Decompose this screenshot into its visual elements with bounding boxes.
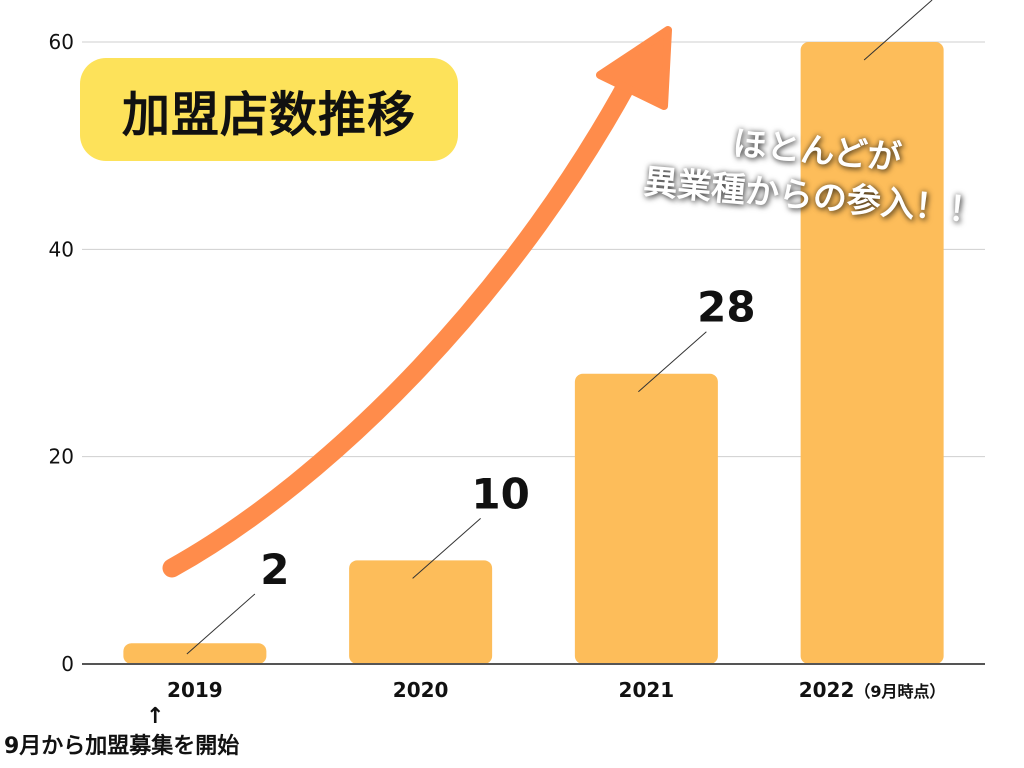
title-box: 加盟店数推移 (80, 58, 458, 161)
y-tick-label: 0 (61, 652, 74, 676)
y-tick-label: 40 (49, 237, 74, 261)
leader-lines (186, 0, 933, 655)
trend-arrow (162, 26, 672, 578)
bar (123, 643, 267, 664)
x-tick-label: 2021 (619, 678, 675, 702)
data-label: 10 (471, 469, 529, 518)
leader-line (412, 517, 481, 579)
chart-title: 加盟店数推移 (121, 86, 416, 143)
leader-line (638, 331, 707, 393)
recruitment-note: 9月から加盟募集を開始 (4, 734, 240, 759)
x-tick-label: 2022（9月時点） (799, 678, 946, 702)
x-tick-label: 2020 (393, 678, 449, 702)
y-tick-label: 60 (49, 30, 74, 54)
x-axis-ticks: 2019 2020 2021 2022（9月時点） (167, 678, 945, 702)
data-labels: 2102860 (260, 283, 755, 594)
bar (800, 42, 944, 664)
x-tick-label: 2019 (167, 678, 223, 702)
leader-line (863, 0, 933, 61)
leader-line (186, 593, 256, 655)
bars (123, 42, 944, 664)
trend-arrow-head (596, 26, 672, 110)
x-tick-suffix: （9月時点） (854, 682, 945, 701)
data-label: 2 (260, 545, 289, 594)
y-tick-label: 20 (49, 445, 74, 469)
trend-arrow-shaft (162, 50, 650, 578)
bar (574, 373, 718, 664)
bar (349, 560, 493, 664)
y-axis-ticks: 0 20 40 60 (49, 30, 74, 676)
data-label: 28 (697, 283, 755, 332)
up-arrow-icon: ↑ (146, 704, 165, 729)
